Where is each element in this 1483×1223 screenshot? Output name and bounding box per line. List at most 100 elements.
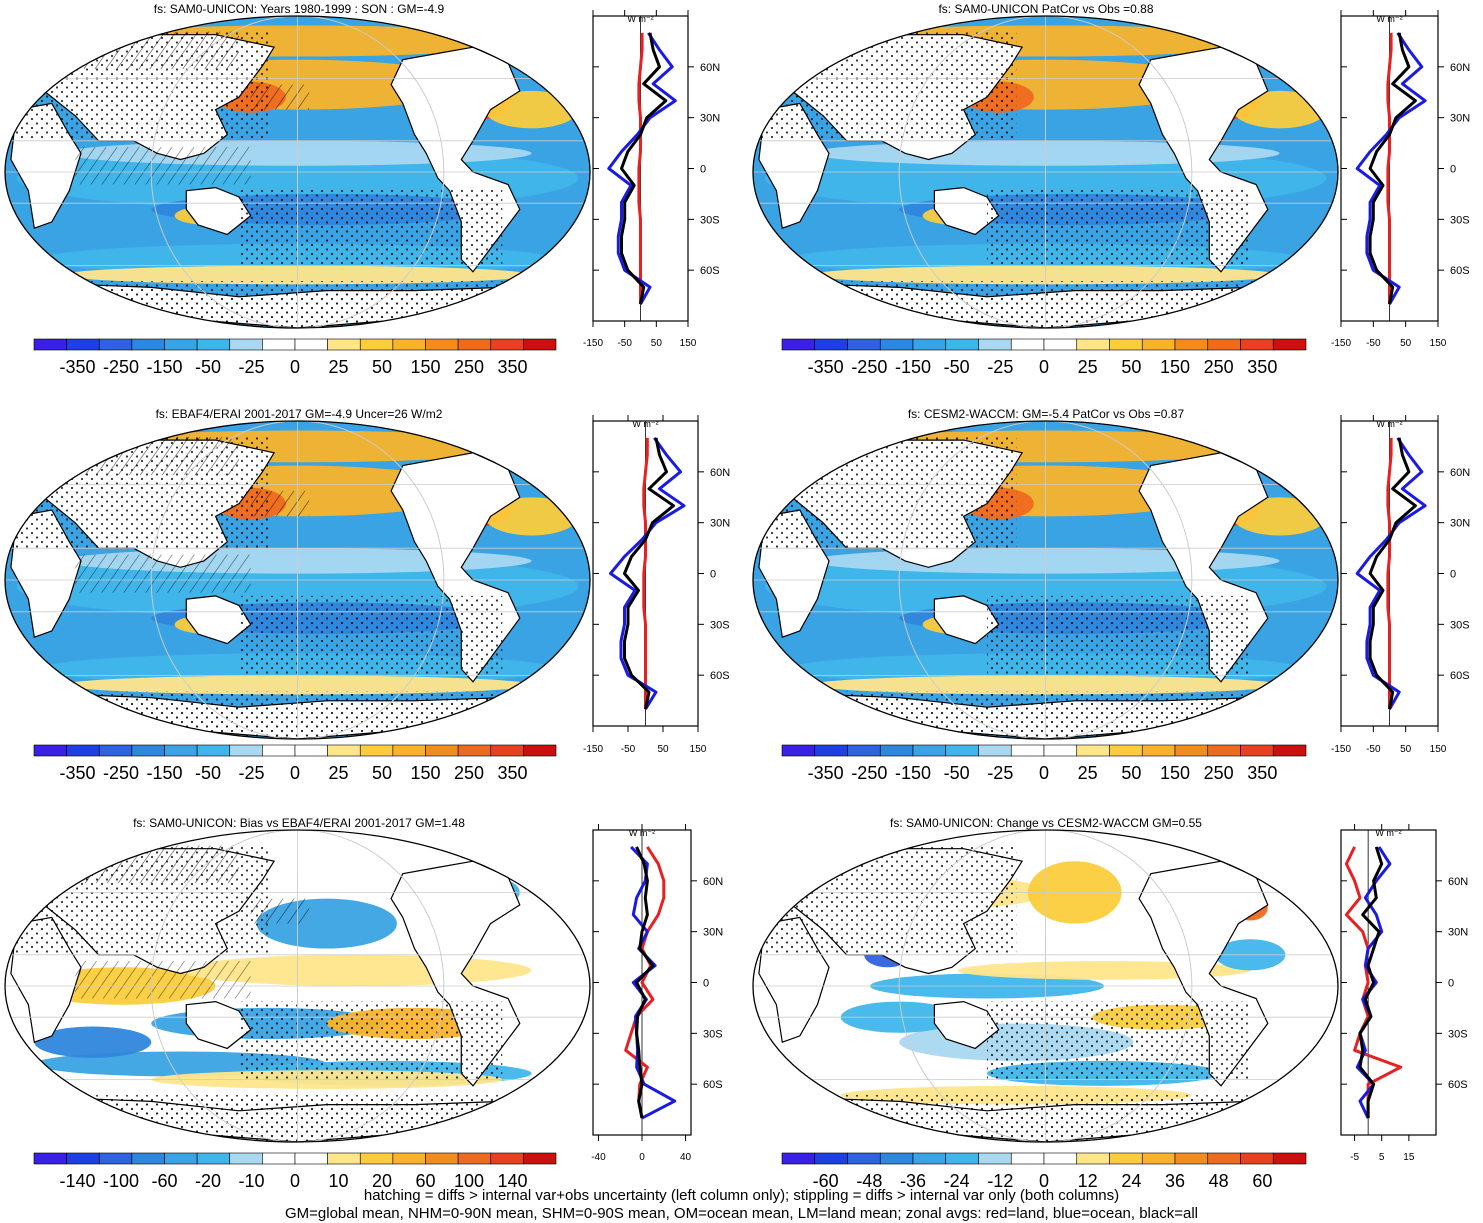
- colorbar-box: [458, 1153, 491, 1164]
- colorbar-label: 50: [1121, 763, 1141, 783]
- colorbar-box: [523, 745, 556, 756]
- colorbar-box: [979, 1153, 1012, 1164]
- map-field: [5, 16, 590, 328]
- colorbar-box: [1208, 339, 1241, 350]
- colorbar-box: [165, 745, 198, 756]
- colorbar-box: [34, 745, 67, 756]
- colorbar-box: [426, 745, 459, 756]
- colorbar-box: [132, 745, 165, 756]
- stippling: [753, 32, 1016, 141]
- colorbar-box: [979, 339, 1012, 350]
- colorbar-label: -50: [195, 763, 221, 783]
- colorbar-box: [523, 339, 556, 350]
- map-field: [5, 421, 590, 739]
- colorbar-label: -250: [851, 357, 887, 377]
- stippling: [753, 846, 1016, 955]
- colorbar-box: [393, 1153, 426, 1164]
- lat-label: 30N: [703, 927, 723, 939]
- colorbar-box: [782, 339, 815, 350]
- colorbar-box: [1142, 745, 1175, 756]
- colorbar-box: [34, 1153, 67, 1164]
- colorbar-box: [426, 339, 459, 350]
- colorbar-label: 150: [410, 357, 440, 377]
- zonal-xtick-label: -40: [591, 1152, 606, 1163]
- colorbar-box: [295, 339, 328, 350]
- footnote-line-2: GM=global mean, NHM=0-90N mean, SHM=0-90…: [0, 1205, 1483, 1223]
- colorbar-box: [1241, 745, 1274, 756]
- panel-title: fs: SAM0-UNICON PatCor vs Obs =0.88: [938, 2, 1153, 16]
- colorbar-box: [99, 745, 132, 756]
- colorbar-label: -250: [103, 357, 139, 377]
- colorbar-label: 250: [454, 763, 484, 783]
- zonal-xtick-label: -50: [1366, 338, 1381, 349]
- stippling: [239, 1002, 502, 1080]
- zonal-xtick-label: 0: [639, 1152, 645, 1163]
- colorbar-box: [848, 1153, 881, 1164]
- zonal-all-line: [625, 438, 674, 709]
- colorbar-label: 350: [497, 763, 527, 783]
- lat-label: 60N: [1448, 876, 1468, 888]
- lat-label: 60S: [703, 1079, 723, 1091]
- colorbar-box: [946, 745, 979, 756]
- lat-label: 30N: [1448, 927, 1468, 939]
- zonal-xtick-label: 50: [657, 744, 669, 755]
- lat-label: 0: [1450, 164, 1456, 176]
- colorbar-box: [1273, 745, 1306, 756]
- colorbar-label: -350: [808, 357, 844, 377]
- lat-label: 0: [1450, 569, 1456, 581]
- colorbar-box: [1208, 745, 1241, 756]
- lat-label: 30S: [1450, 214, 1470, 226]
- lat-label: 30N: [1450, 113, 1470, 125]
- colorbar-box: [1175, 1153, 1208, 1164]
- zonal-xtick-label: -50: [617, 338, 632, 349]
- zonal-all-line: [1370, 438, 1415, 709]
- colorbar-label: -350: [59, 763, 95, 783]
- colorbar-box: [1208, 1153, 1241, 1164]
- colorbar-box: [1142, 339, 1175, 350]
- lat-label: 30N: [710, 518, 730, 530]
- zonal-xtick-label: 5: [1379, 1152, 1385, 1163]
- lat-label: 60S: [700, 265, 720, 277]
- colorbar-box: [262, 339, 295, 350]
- zonal-land-line: [626, 847, 664, 1118]
- lat-label: 60N: [710, 467, 730, 479]
- zonal-xtick-label: -150: [1331, 744, 1351, 755]
- lat-label: 60S: [1448, 1079, 1468, 1091]
- colorbar-box: [491, 339, 524, 350]
- colorbar-box: [815, 1153, 848, 1164]
- colorbar-box: [1175, 745, 1208, 756]
- colorbar-box: [1175, 339, 1208, 350]
- colorbar-box: [230, 339, 263, 350]
- colorbar-box: [458, 339, 491, 350]
- colorbar-label: -150: [895, 763, 931, 783]
- colorbar-box: [328, 1153, 361, 1164]
- panel-p2: fs: SAM0-UNICON PatCor vs Obs =0.88-350-…: [753, 2, 1470, 377]
- colorbar-box: [491, 745, 524, 756]
- map-field: [753, 830, 1338, 1142]
- zonal-ocean-line: [1357, 33, 1425, 304]
- zonal-xtick-label: 150: [1430, 338, 1447, 349]
- lat-label: 30S: [700, 214, 720, 226]
- panel-title: fs: SAM0-UNICON: Bias vs EBAF4/ERAI 2001…: [133, 816, 465, 830]
- lat-label: 30S: [1450, 619, 1470, 631]
- zonal-xtick-label: -50: [1366, 744, 1381, 755]
- colorbar-box: [1077, 339, 1110, 350]
- map-field: [753, 16, 1338, 328]
- zonal-xtick-label: -50: [621, 744, 636, 755]
- map-field: [753, 421, 1338, 739]
- colorbar-label: -150: [146, 763, 182, 783]
- colorbar-label: 25: [328, 357, 348, 377]
- colorbar-box: [1241, 339, 1274, 350]
- colorbar-label: 150: [1160, 763, 1190, 783]
- colorbar-box: [1110, 1153, 1143, 1164]
- colorbar-label: 25: [1078, 763, 1098, 783]
- colorbar-label: -25: [238, 763, 264, 783]
- colorbar-label: -250: [103, 763, 139, 783]
- colorbar-box: [262, 745, 295, 756]
- colorbar-box: [458, 745, 491, 756]
